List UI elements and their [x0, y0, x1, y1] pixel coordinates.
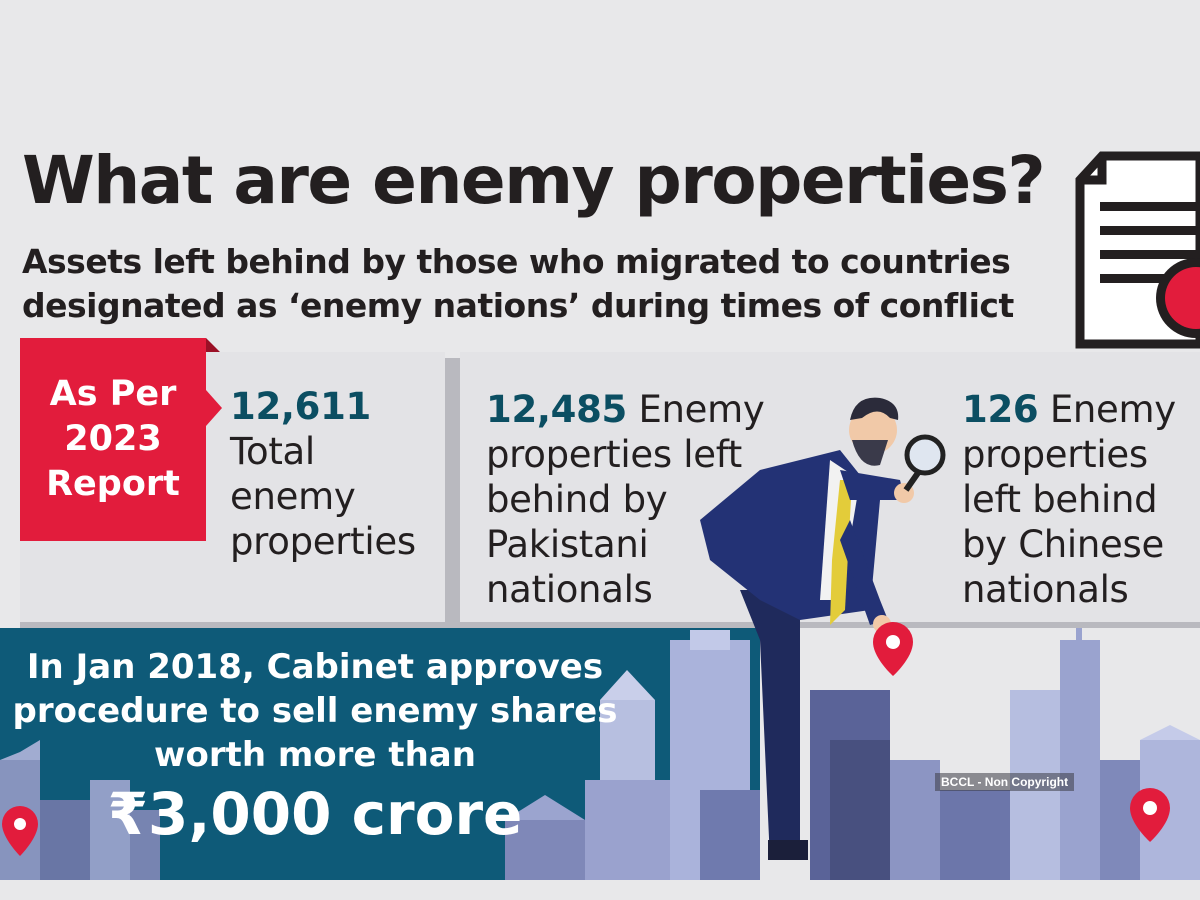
stat-pakistan-line-1: properties left	[486, 433, 742, 476]
page-title: What are enemy properties?	[22, 142, 1046, 219]
banner-amount: ₹3,000 crore	[107, 780, 523, 848]
location-pin-icon	[873, 622, 913, 676]
stat-pakistan-line-3: Pakistani	[486, 523, 649, 566]
stat-total-line-3: properties	[230, 520, 416, 563]
stat-china-line-1: properties	[962, 433, 1148, 476]
badge-fold	[206, 338, 220, 352]
stat-total-line-1: Total	[230, 430, 315, 473]
banner-line-2: procedure to sell enemy shares	[12, 691, 618, 731]
banner-line-1: In Jan 2018, Cabinet approves	[26, 647, 604, 687]
stat-total: 12,611 Total enemy properties	[230, 384, 416, 564]
stat-pakistan-line-2: behind by	[486, 478, 668, 521]
stat-total-line-2: enemy	[230, 475, 356, 518]
stat-total-number: 12,611	[230, 385, 371, 428]
man-with-magnifier-illustration	[700, 397, 946, 860]
stat-china-number: 126	[962, 388, 1039, 431]
badge-line-1: As Per	[49, 374, 177, 414]
stat-pakistan-line-4: nationals	[486, 568, 653, 611]
document-icon	[1075, 151, 1200, 349]
location-pin-icon-left	[2, 806, 38, 856]
badge-line-3: Report	[46, 464, 180, 504]
stat-pakistan-suffix: Enemy	[638, 388, 765, 431]
stat-china-line-4: nationals	[962, 568, 1129, 611]
stat-china-line-3: by Chinese	[962, 523, 1164, 566]
location-pin-icon-right	[1130, 788, 1170, 842]
stat-pakistan: 12,485 Enemy properties left behind by P…	[486, 387, 765, 612]
stat-pakistan-number: 12,485	[486, 388, 627, 431]
badge-arrow	[206, 390, 222, 426]
stat-china-suffix: Enemy	[1049, 388, 1176, 431]
report-badge: As Per 2023 Report	[20, 338, 206, 541]
banner-text: In Jan 2018, Cabinet approves procedure …	[0, 645, 630, 777]
badge-line-2: 2023	[64, 419, 162, 459]
stat-china-line-2: left behind	[962, 478, 1158, 521]
banner-line-3: worth more than	[154, 735, 476, 775]
stat-china: 126 Enemy properties left behind by Chin…	[962, 387, 1176, 612]
credit-watermark: BCCL - Non Copyright	[935, 773, 1075, 791]
subtitle: Assets left behind by those who migrated…	[22, 242, 1014, 325]
